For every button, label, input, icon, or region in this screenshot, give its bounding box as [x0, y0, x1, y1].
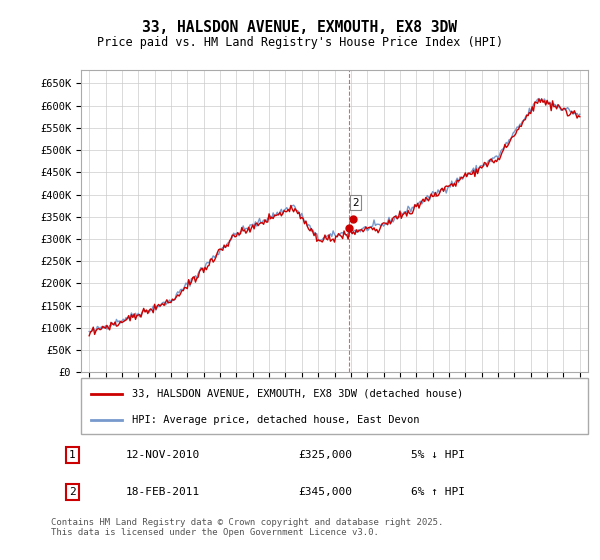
Text: HPI: Average price, detached house, East Devon: HPI: Average price, detached house, East… — [132, 415, 419, 425]
Text: £345,000: £345,000 — [298, 487, 352, 497]
Text: 2: 2 — [69, 487, 76, 497]
Text: Contains HM Land Registry data © Crown copyright and database right 2025.
This d: Contains HM Land Registry data © Crown c… — [51, 518, 443, 538]
Text: Price paid vs. HM Land Registry's House Price Index (HPI): Price paid vs. HM Land Registry's House … — [97, 36, 503, 49]
Text: 33, HALSDON AVENUE, EXMOUTH, EX8 3DW: 33, HALSDON AVENUE, EXMOUTH, EX8 3DW — [143, 20, 458, 35]
Text: 2: 2 — [352, 198, 359, 208]
Text: 33, HALSDON AVENUE, EXMOUTH, EX8 3DW (detached house): 33, HALSDON AVENUE, EXMOUTH, EX8 3DW (de… — [132, 389, 463, 399]
Text: 5% ↓ HPI: 5% ↓ HPI — [411, 450, 465, 460]
Text: 12-NOV-2010: 12-NOV-2010 — [126, 450, 200, 460]
FancyBboxPatch shape — [81, 378, 588, 434]
Text: 1: 1 — [69, 450, 76, 460]
Text: £325,000: £325,000 — [298, 450, 352, 460]
Text: 18-FEB-2011: 18-FEB-2011 — [126, 487, 200, 497]
Text: 6% ↑ HPI: 6% ↑ HPI — [411, 487, 465, 497]
